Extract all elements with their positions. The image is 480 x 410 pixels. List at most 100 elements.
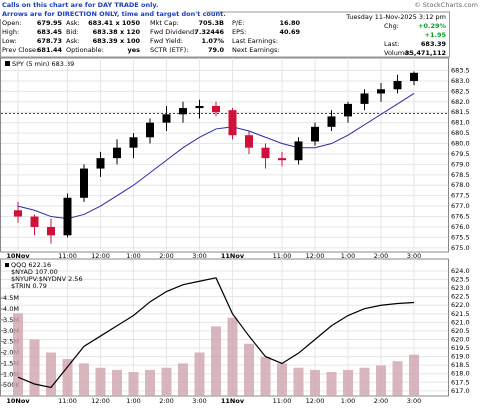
candle-body [179,108,187,115]
candle-body [30,216,39,227]
candle-body [212,105,220,113]
x-tick-label: 11:00 [273,252,292,260]
field-value: 705.3B [198,19,224,27]
y-tick-label: 679.5 [451,150,470,158]
field-value: 1.07% [201,37,224,45]
x-tick-label: 11:00 [58,252,77,260]
y-tick-label: 682.5 [451,87,470,95]
legend-label: $NYUPV:$NYDNV 2.56 [11,275,83,283]
date: Tuesday 11-Nov-2025 3:12 pm [345,13,446,21]
candle-body [278,158,286,161]
candle-body [14,210,22,217]
y2-tick-label: 3.5M [3,316,19,324]
field-value: 678.73 [37,37,62,45]
field-label: Optionable: [66,46,104,54]
field-value: +0.29% [418,22,446,30]
x-tick-label: 10Nov [6,252,30,260]
volume-bar [178,363,188,396]
legend-label: $TRIN 0.79 [11,282,47,290]
x-tick-label: 12:00 [91,397,110,405]
field-label: Mkt Cap: [150,19,179,27]
legend-swatch [5,61,10,66]
x-tick-label: 11Nov [221,397,245,405]
x-tick-label: 11:00 [58,397,77,405]
volume-bar [293,367,304,396]
y-tick-label: 620.0 [451,335,470,343]
x-tick-label: 3:00 [407,397,422,405]
y-tick-label: 680.0 [451,140,470,148]
y-tick-label: 618.5 [451,361,470,369]
candle-body [47,226,55,236]
y-tick-label: 675.5 [451,233,470,241]
candle-body [294,141,303,161]
candle-body [146,122,154,138]
field-label: Prev Close: [2,46,38,54]
volume-bar [376,365,386,396]
x-tick-label: 11:00 [273,397,292,405]
volume-bar [310,369,320,396]
field-value: +1.95 [425,31,447,39]
y-tick-label: 679.0 [451,160,470,168]
y-tick-label: 677.5 [451,192,470,200]
field-value: 40.69 [279,28,300,36]
price-panel [0,57,449,253]
x-tick-label: 1:00 [126,397,141,405]
volume-bar [161,367,172,396]
volume-bar [128,372,139,396]
field-value: 35,471,112 [405,49,446,57]
field-value: 683.38 x 120 [93,28,141,36]
y-tick-label: 678.0 [451,181,470,189]
volume-bar [29,339,40,396]
volume-bar [326,372,337,396]
field-label: Bid: [66,28,79,36]
volume-bar [343,369,353,396]
field-value: 681.44 [37,46,63,54]
volume-bar [260,356,271,396]
volume-bar [112,369,122,396]
field-label: Low: [2,37,17,45]
y-tick-label: 681.0 [451,119,470,127]
field-label: P/E: [232,19,244,27]
note: Arrows are for DIRECTION ONLY, time and … [2,10,226,18]
y2-tick-label: 2.0M [3,349,19,357]
candle-body [162,114,171,123]
volume-bar [409,354,419,396]
field-value: 79.0 [208,46,225,54]
volume-bar [95,367,106,396]
y-tick-label: 675.0 [451,244,470,252]
volume-bar [79,363,89,396]
field-value: 7.32446 [194,28,224,36]
volume-bar [392,361,403,396]
y2-tick-label: 4.5M [3,294,19,302]
x-tick-label: 10Nov [6,397,30,405]
x-tick-label: 2:00 [374,397,389,405]
y-tick-label: 621.0 [451,318,470,326]
candle-body [311,126,319,142]
y-tick-label: 621.5 [451,310,470,318]
y-tick-label: 620.5 [451,327,470,335]
field-value: yes [127,46,140,54]
volume-bar [277,363,287,396]
field-value: 683.45 [37,28,63,36]
lower-panel [0,258,449,397]
moving-average [17,93,415,220]
candle-body [80,168,88,198]
y-tick-label: 676.5 [451,213,470,221]
candle-body [113,147,121,159]
candle-body [261,147,270,159]
field-label: Fwd Yield: [150,37,183,45]
x-tick-label: 1:00 [341,397,356,405]
volume-bar [194,352,205,396]
y-tick-label: 619.0 [451,353,470,361]
y-tick-label: 622.5 [451,293,470,301]
y-tick-label: 682.0 [451,98,470,106]
field-label: EPS: [232,28,246,36]
y-tick-label: 622.0 [451,301,470,309]
x-tick-label: 12:00 [306,397,325,405]
x-tick-label: 12:00 [306,252,325,260]
x-tick-label: 11Nov [221,252,245,260]
volume-bar [227,317,238,396]
y-tick-label: 683.5 [451,67,470,75]
field-value: 679.95 [37,19,63,27]
copyright: © StockCharts.com [414,1,478,9]
